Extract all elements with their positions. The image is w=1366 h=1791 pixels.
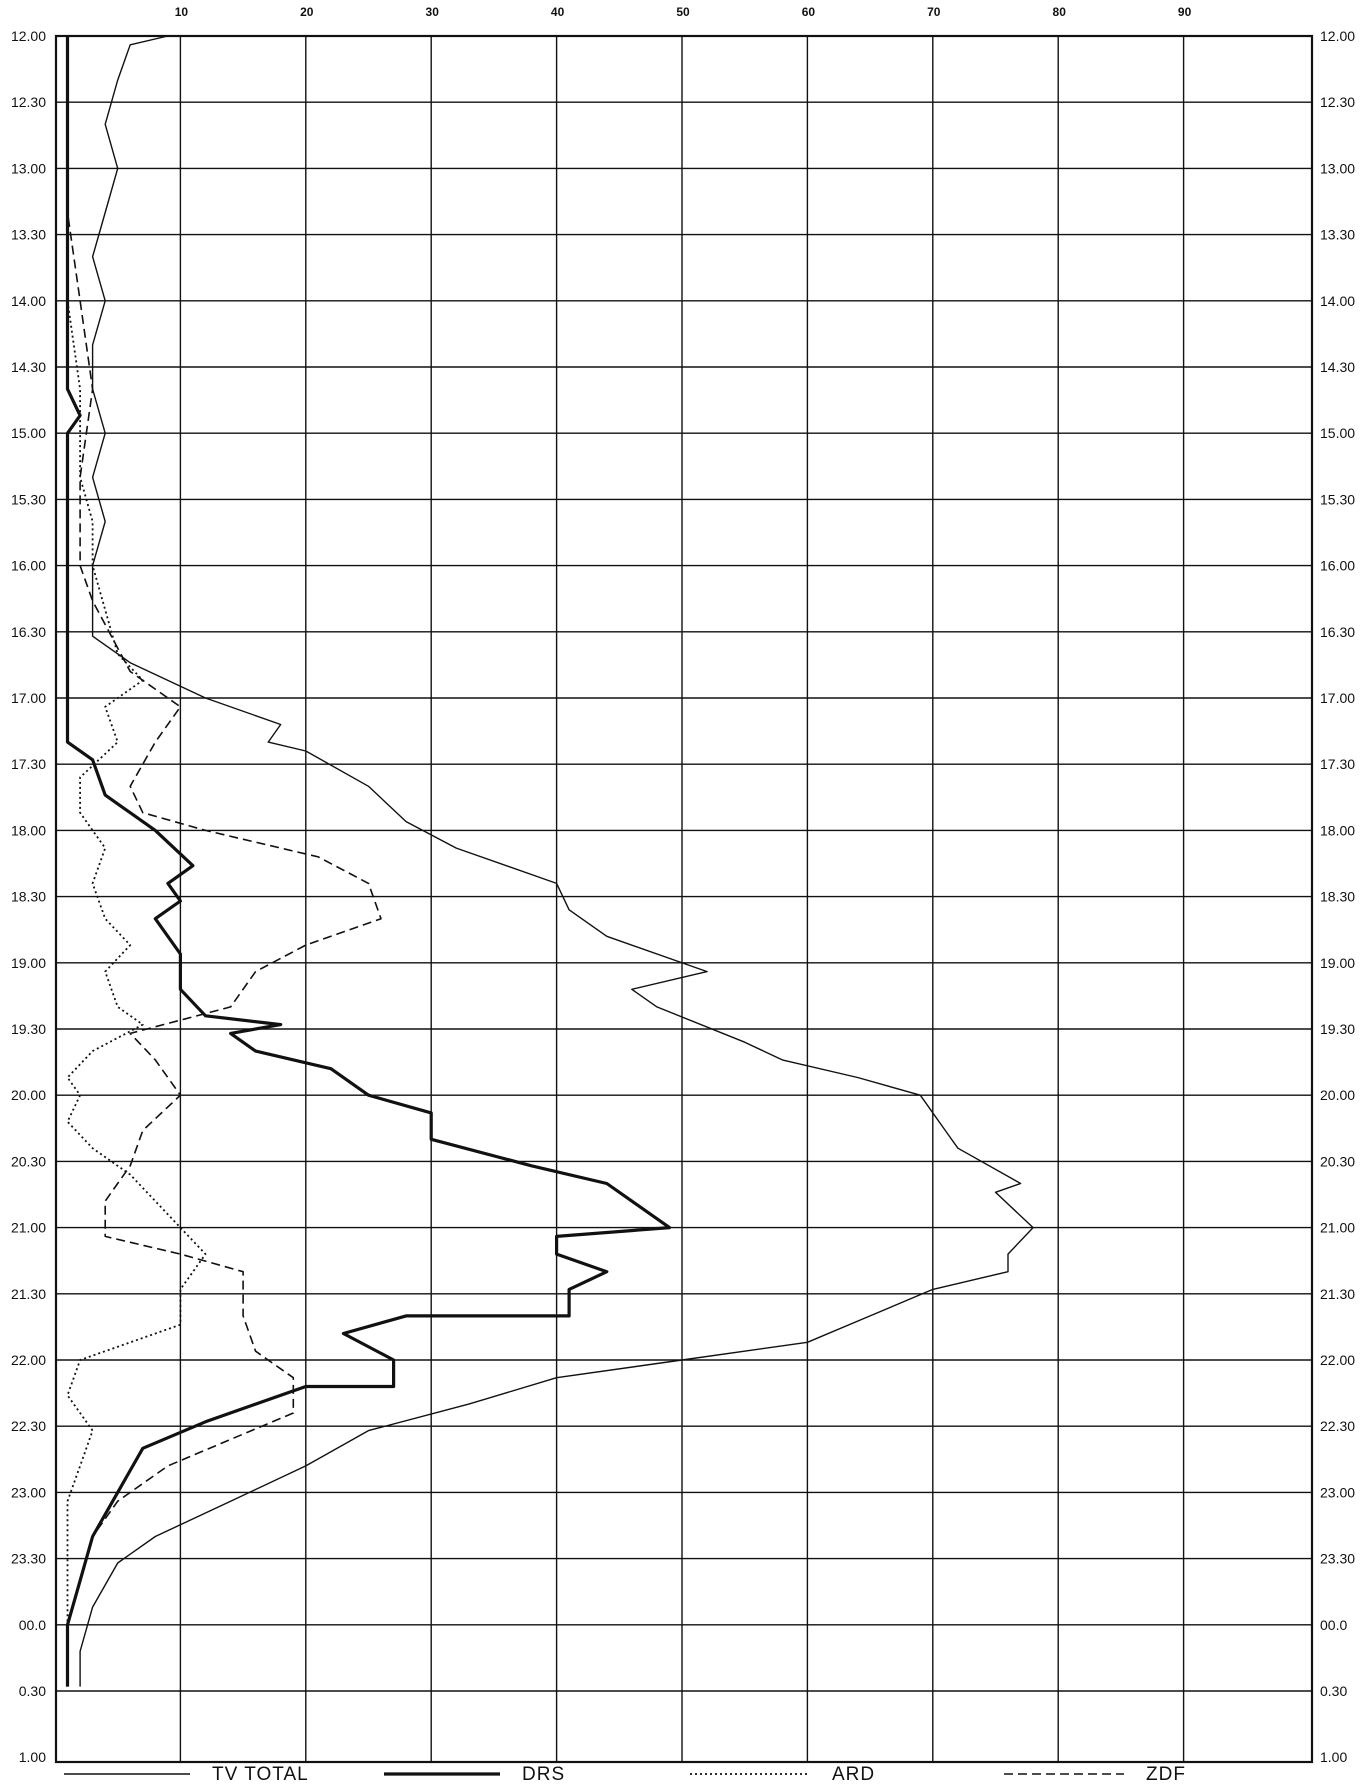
y-tick-label-left: 13.00	[11, 160, 46, 176]
y-tick-label-left: 15.30	[11, 491, 46, 507]
y-tick-label-left: 19.00	[11, 955, 46, 971]
y-tick-label-right: 19.30	[1320, 1021, 1355, 1037]
chart-series	[65, 35, 1034, 1687]
y-tick-label-left: 20.00	[11, 1087, 46, 1103]
y-tick-label-right: 16.30	[1320, 624, 1355, 640]
y-tick-label-right: 22.30	[1320, 1418, 1355, 1434]
y-tick-label-left: 18.30	[11, 889, 46, 905]
y-axis-right-ticks: 12.00 12.30 13.00 13.30 14.00 14.30 15.00 15.30…	[1320, 28, 1355, 1765]
y-tick-label-right: 22.00	[1320, 1352, 1355, 1368]
y-tick-label-right: 12.00	[1320, 28, 1355, 44]
y-tick-label-right: 15.00	[1320, 425, 1355, 441]
y-tick-label-right: 23.00	[1320, 1484, 1355, 1500]
x-tick-label: 10	[175, 5, 189, 19]
x-tick-label: 20	[300, 5, 314, 19]
legend-label: ZDF	[1146, 1764, 1186, 1785]
y-tick-label-left: 21.00	[11, 1220, 46, 1236]
y-tick-label-left: 22.00	[11, 1352, 46, 1368]
y-tick-label-left: 13.30	[11, 227, 46, 243]
y-tick-label-right: 21.30	[1320, 1286, 1355, 1302]
y-tick-label-left: 14.00	[11, 293, 46, 309]
y-tick-label-left: 12.00	[11, 28, 46, 44]
chart-legend: TV TOTAL DRS ARD ZDF	[64, 1764, 1186, 1785]
y-tick-label-left: 12.30	[11, 94, 46, 110]
legend-label: TV TOTAL	[212, 1764, 309, 1785]
series-line-zdf	[66, 36, 382, 1687]
x-tick-label: 50	[676, 5, 690, 19]
y-tick-label-left: 0.30	[19, 1683, 46, 1699]
x-tick-label: 60	[802, 5, 816, 19]
y-tick-label-left: 19.30	[11, 1021, 46, 1037]
y-tick-label-right: 17.00	[1320, 690, 1355, 706]
y-tick-label-left: 17.30	[11, 756, 46, 772]
plot-frame	[54, 34, 1314, 1764]
y-tick-label-left: 23.00	[11, 1484, 46, 1500]
x-tick-label: 40	[551, 5, 565, 19]
y-tick-label-right: 14.00	[1320, 293, 1355, 309]
y-tick-label-left: 18.00	[11, 822, 46, 838]
x-tick-label: 30	[426, 5, 440, 19]
y-axis-left-ticks: 12.00 12.30 13.00 13.30 14.00 14.30 15.00 15.30…	[11, 28, 46, 1765]
y-tick-label-left: 21.30	[11, 1286, 46, 1302]
y-tick-label-left: 23.30	[11, 1551, 46, 1567]
y-tick-label-right: 13.30	[1320, 227, 1355, 243]
y-tick-label-right: 20.00	[1320, 1087, 1355, 1103]
y-tick-label-right: 18.00	[1320, 822, 1355, 838]
y-tick-label-right: 21.00	[1320, 1220, 1355, 1236]
y-tick-label-right: 13.00	[1320, 160, 1355, 176]
y-tick-label-right: 12.30	[1320, 94, 1355, 110]
legend-label: ARD	[832, 1764, 875, 1785]
chart-grid	[54, 34, 1314, 1764]
x-axis-ticks: 10 20 30 40 50 60 70 80 90	[175, 5, 1192, 19]
y-tick-label-right: 15.30	[1320, 491, 1355, 507]
y-tick-label-right: 1.00	[1320, 1749, 1347, 1765]
y-tick-label-right: 17.30	[1320, 756, 1355, 772]
y-tick-label-left: 1.00	[19, 1749, 46, 1765]
y-tick-label-right: 14.30	[1320, 359, 1355, 375]
y-tick-label-left: 14.30	[11, 359, 46, 375]
x-tick-label: 80	[1053, 5, 1067, 19]
series-line-ard	[66, 36, 207, 1687]
series-line-drs	[65, 36, 672, 1687]
y-tick-label-right: 23.30	[1320, 1551, 1355, 1567]
y-tick-label-left: 22.30	[11, 1418, 46, 1434]
y-tick-label-right: 00.0	[1320, 1617, 1347, 1633]
y-tick-label-left: 00.0	[19, 1617, 46, 1633]
y-tick-label-right: 0.30	[1320, 1683, 1347, 1699]
y-tick-label-right: 19.00	[1320, 955, 1355, 971]
y-tick-label-right: 16.00	[1320, 558, 1355, 574]
x-tick-label: 70	[927, 5, 941, 19]
y-tick-label-right: 18.30	[1320, 889, 1355, 905]
y-tick-label-left: 20.30	[11, 1153, 46, 1169]
y-tick-label-right: 20.30	[1320, 1153, 1355, 1169]
y-tick-label-left: 16.00	[11, 558, 46, 574]
y-tick-label-left: 15.00	[11, 425, 46, 441]
x-tick-label: 90	[1178, 5, 1192, 19]
series-line-tv-total	[79, 35, 1034, 1687]
y-tick-label-left: 16.30	[11, 624, 46, 640]
y-tick-label-left: 17.00	[11, 690, 46, 706]
legend-label: DRS	[522, 1764, 565, 1785]
